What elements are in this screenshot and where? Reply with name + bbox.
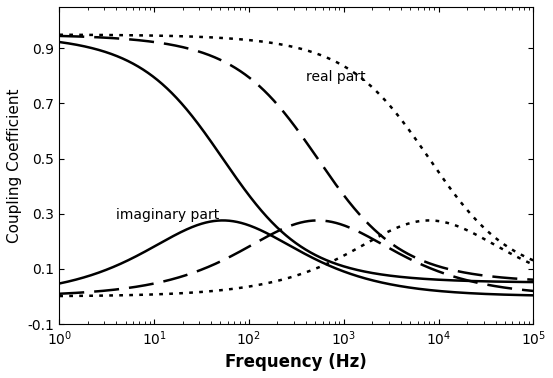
- Text: imaginary part: imaginary part: [116, 208, 220, 222]
- Text: real part: real part: [306, 70, 366, 84]
- X-axis label: Frequency (Hz): Frequency (Hz): [226, 353, 367, 371]
- Y-axis label: Coupling Coefficient: Coupling Coefficient: [7, 88, 22, 243]
